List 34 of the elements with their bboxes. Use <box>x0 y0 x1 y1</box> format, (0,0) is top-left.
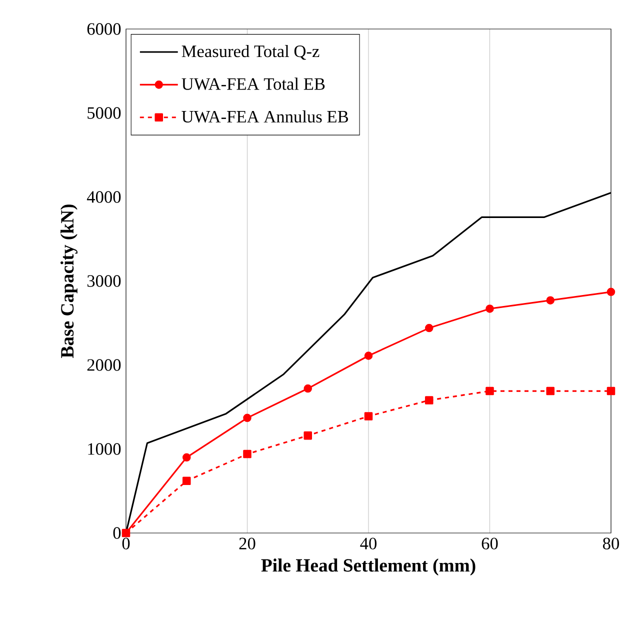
point <box>364 412 373 420</box>
point <box>546 386 555 396</box>
point <box>122 528 130 538</box>
y-tick-label: 1000 <box>88 443 121 455</box>
legend-label: UWA-FEA Total EB <box>182 78 325 90</box>
point <box>182 476 191 486</box>
y-axis-title: Base Capacity (kN) <box>60 204 78 358</box>
x-tick-label: 60 <box>482 538 498 550</box>
point <box>304 431 312 440</box>
point <box>486 386 494 396</box>
point <box>424 324 434 332</box>
point <box>486 304 494 313</box>
x-tick-label: 20 <box>239 538 256 550</box>
y-tick-label: 2000 <box>87 359 121 371</box>
y-tick-label: 3000 <box>87 275 121 287</box>
y-tick-label: 5000 <box>88 107 121 119</box>
point <box>546 296 555 304</box>
point <box>243 414 252 422</box>
point <box>243 450 252 458</box>
x-tick-label: 0 <box>122 538 130 550</box>
y-tick-label: 0 <box>113 527 121 539</box>
x-tick-label: 40 <box>360 538 377 550</box>
point <box>182 453 191 462</box>
x-tick-label: 80 <box>603 538 620 550</box>
point <box>364 352 373 360</box>
x-axis-title: Pile Head Settlement (mm) <box>261 558 476 576</box>
y-tick-label: 6000 <box>87 23 121 35</box>
legend-label: Measured Total Q-z <box>182 44 320 60</box>
point <box>606 386 616 396</box>
point <box>424 396 434 404</box>
legend-label: UWA-FEA Annulus EB <box>182 110 348 123</box>
y-tick-label: 4000 <box>86 191 121 203</box>
point <box>606 288 616 296</box>
point <box>304 384 312 393</box>
